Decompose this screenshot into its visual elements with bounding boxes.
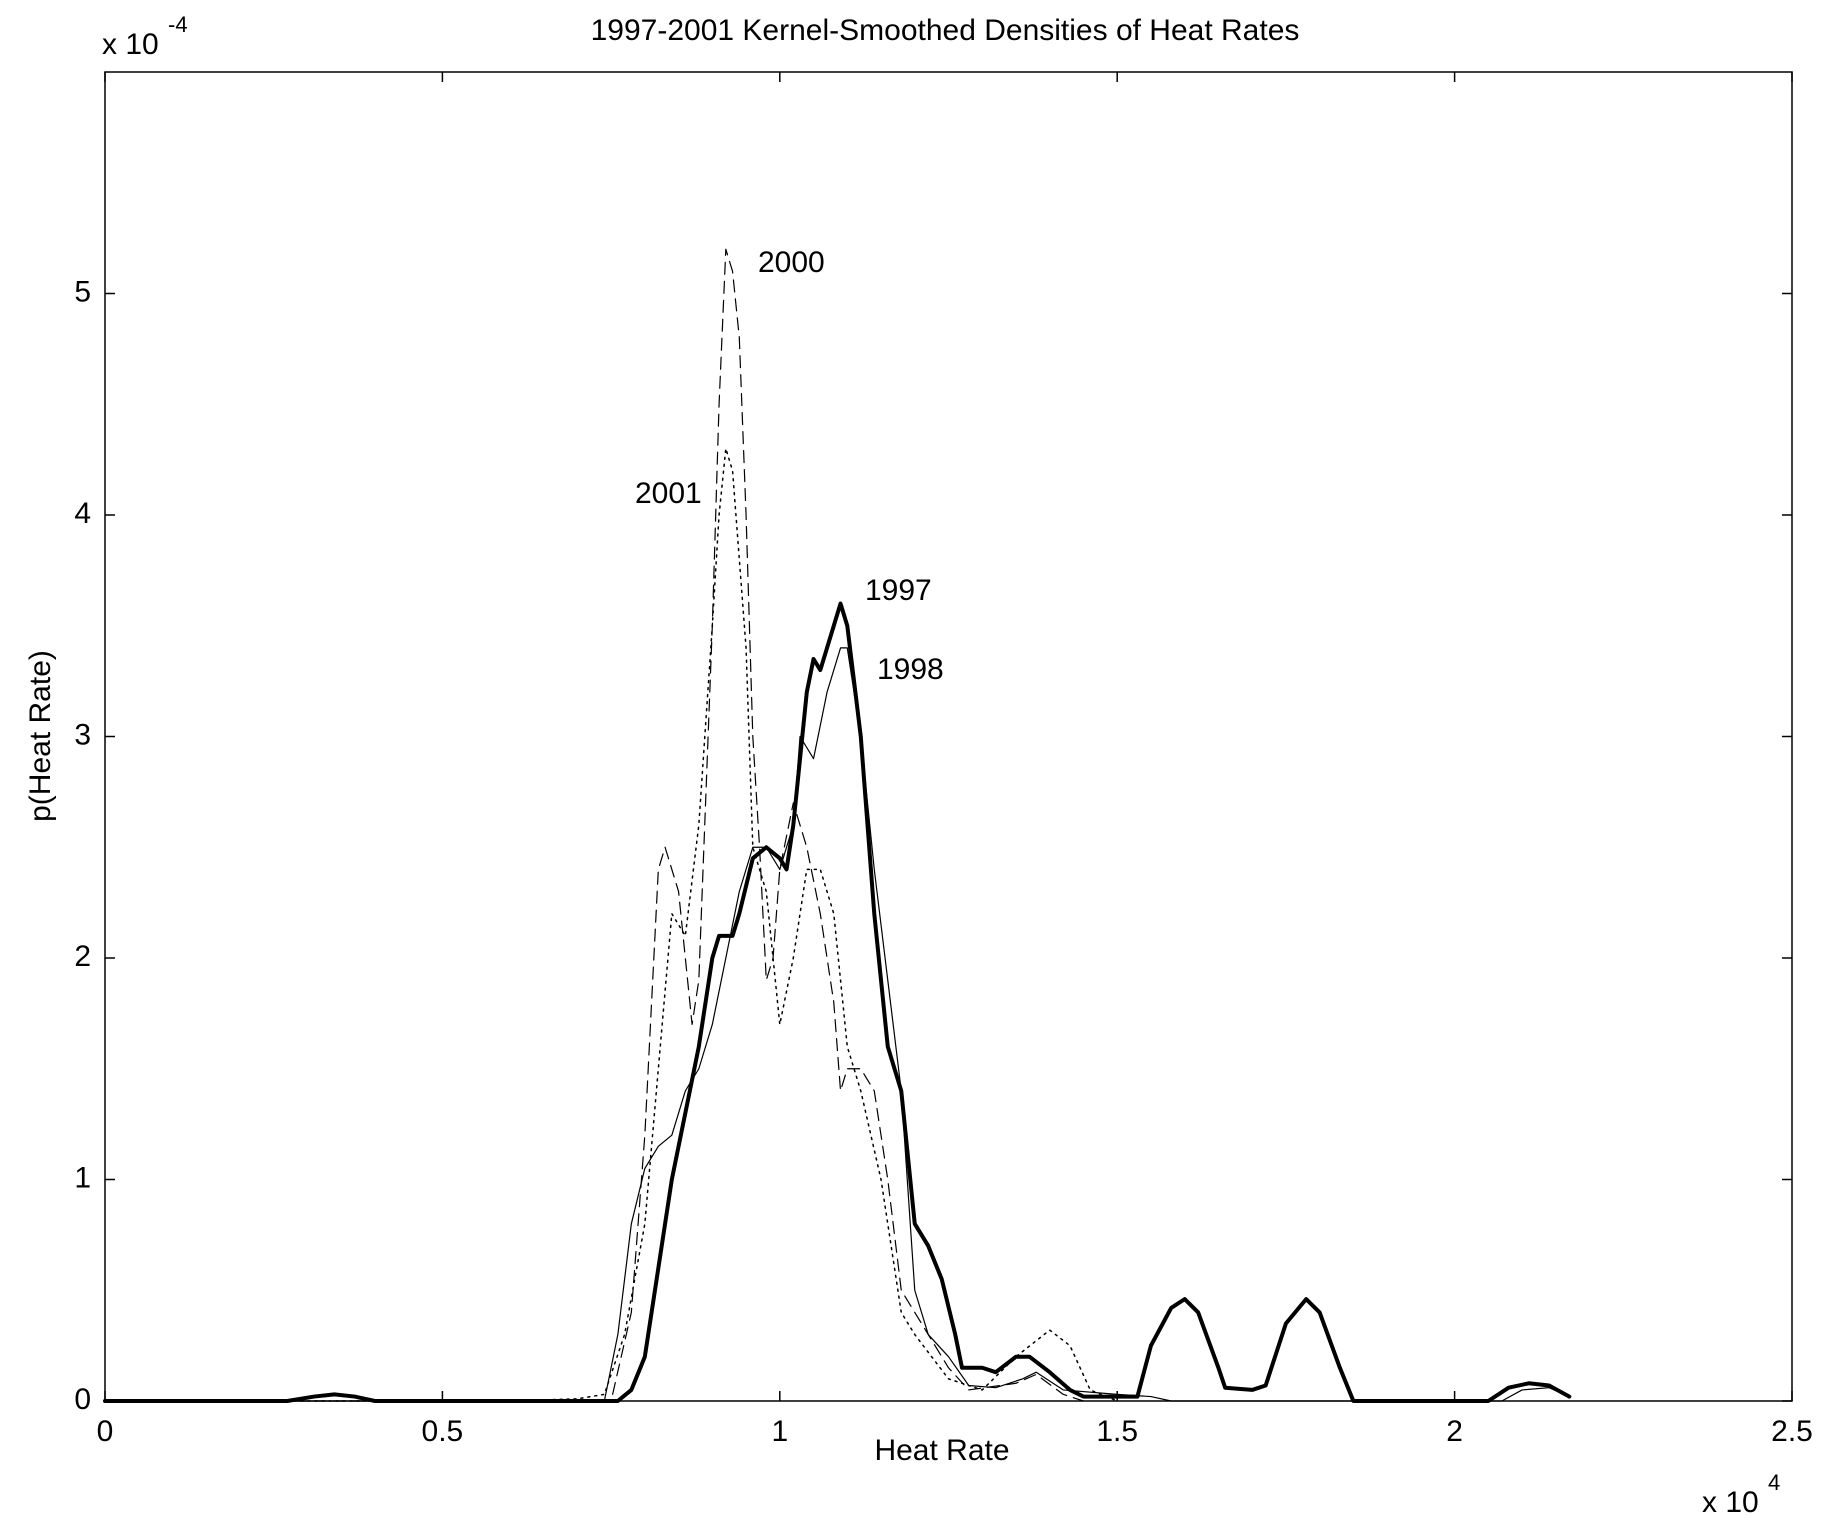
series-label: 1997 [865, 574, 932, 607]
chart-title: 1997-2001 Kernel-Smoothed Densities of H… [591, 14, 1300, 47]
x-tick-label: 2.5 [1771, 1415, 1813, 1448]
y-tick-label: 1 [74, 1161, 91, 1194]
x-axis-label: Heat Rate [874, 1434, 1009, 1467]
x-tick-label: 0.5 [422, 1415, 464, 1448]
x-tick-label: 1 [771, 1415, 788, 1448]
series-label: 1998 [877, 653, 944, 686]
x-multiplier: x 10 [1702, 1486, 1759, 1519]
y-tick-label: 4 [74, 497, 91, 530]
series-line [104, 647, 1570, 1402]
x-tick-label: 1.5 [1096, 1415, 1138, 1448]
y-multiplier: x 10 [102, 28, 159, 61]
y-tick-label: 3 [74, 718, 91, 751]
series-line [103, 601, 1572, 1403]
series-label: 2000 [758, 246, 825, 279]
y-tick-label: 5 [74, 275, 91, 308]
x-tick-label: 2 [1446, 1415, 1463, 1448]
series-line [104, 248, 1085, 1402]
x-tick-label: 0 [97, 1415, 114, 1448]
y-multiplier-exponent: -4 [168, 12, 188, 37]
y-axis-label: p(Heat Rate) [24, 650, 57, 822]
x-multiplier-exponent: 4 [1768, 1470, 1780, 1495]
series-label: 2001 [635, 477, 702, 510]
y-tick-label: 0 [74, 1383, 91, 1416]
y-tick-label: 2 [74, 940, 91, 973]
